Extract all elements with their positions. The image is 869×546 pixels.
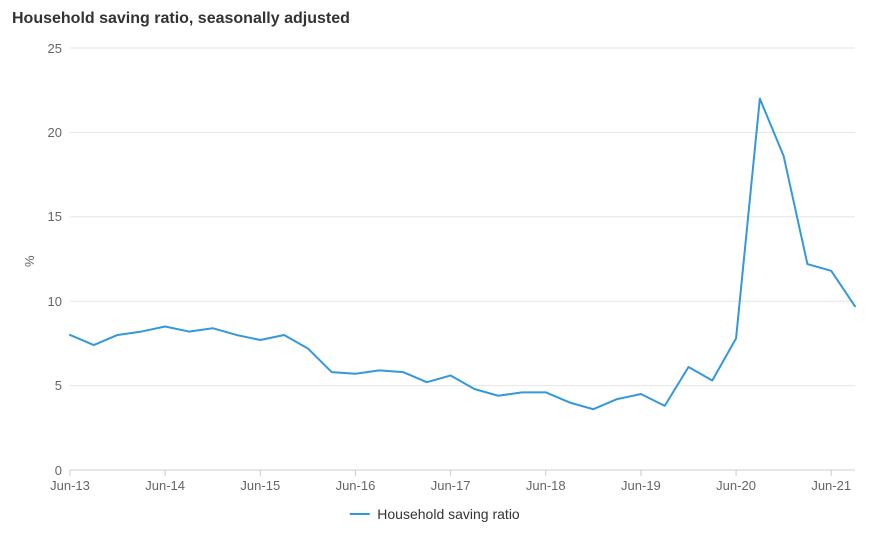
line-chart: Household saving ratio, seasonally adjus… [0,0,869,546]
y-tick-label: 0 [55,463,62,478]
legend-label: Household saving ratio [377,506,519,522]
x-tick-label: Jun-14 [145,478,185,493]
x-tick-label: Jun-17 [431,478,471,493]
y-tick-label: 20 [48,125,62,140]
x-tick-label: Jun-20 [716,478,756,493]
x-tick-label: Jun-16 [336,478,376,493]
y-tick-label: 15 [48,209,62,224]
y-tick-label: 25 [48,41,62,56]
x-tick-label: Jun-15 [240,478,280,493]
x-tick-label: Jun-21 [811,478,851,493]
legend: Household saving ratio [349,506,519,522]
y-tick-label: 10 [48,294,62,309]
x-tick-label: Jun-18 [526,478,566,493]
y-tick-label: 5 [55,378,62,393]
x-tick-label: Jun-13 [50,478,90,493]
x-tick-label: Jun-19 [621,478,661,493]
legend-swatch [349,513,369,515]
plot-area [0,0,869,546]
